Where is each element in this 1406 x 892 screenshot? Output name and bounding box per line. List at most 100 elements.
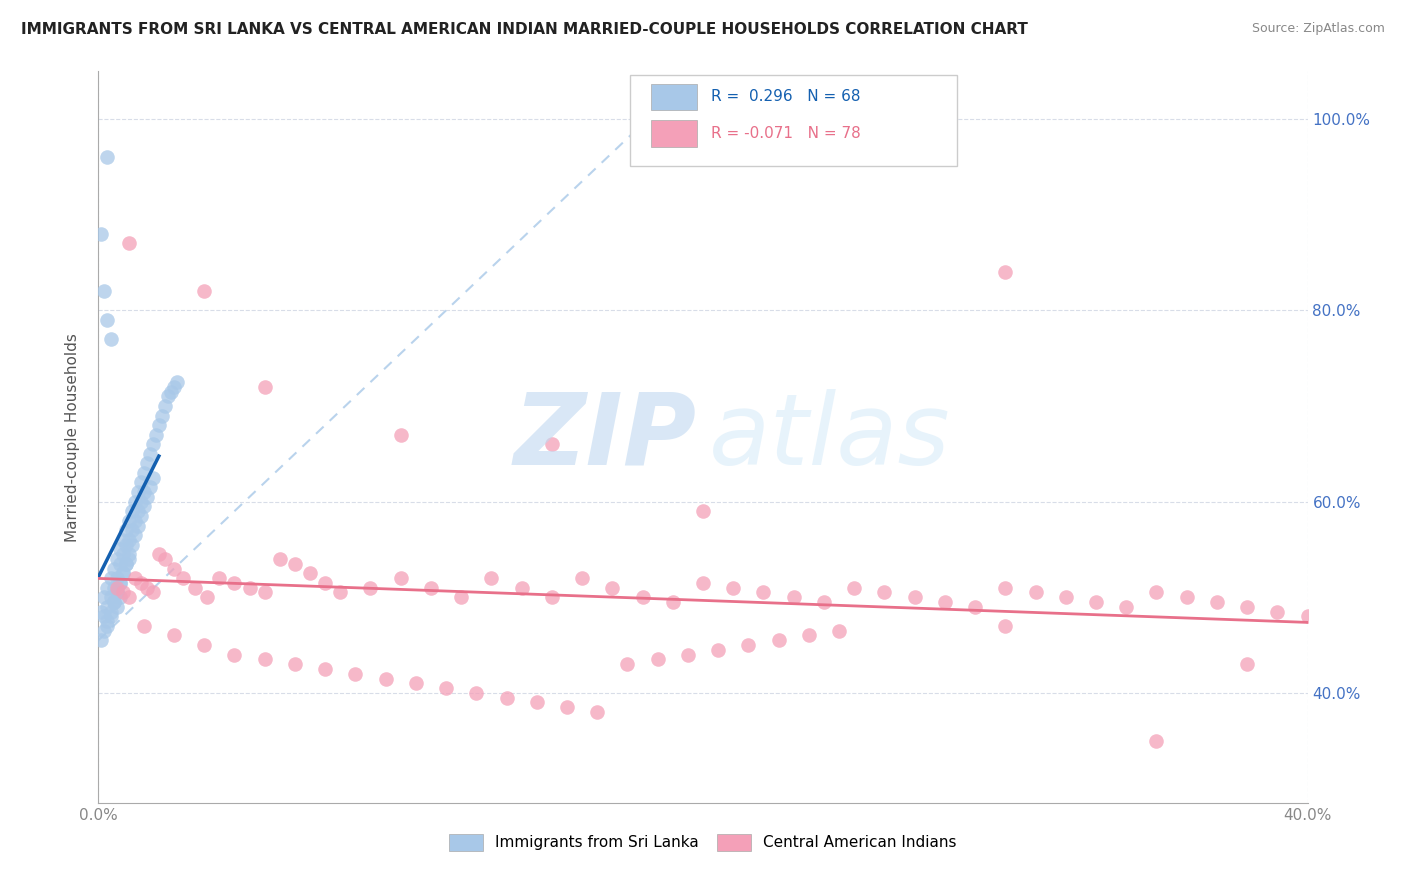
Point	[100, 571, 122, 585]
Point	[111, 533, 134, 547]
Point	[93, 285, 115, 299]
Point	[96, 150, 118, 164]
Point	[389, 427, 412, 442]
Point	[153, 399, 176, 413]
FancyBboxPatch shape	[651, 84, 697, 110]
Point	[103, 581, 125, 595]
Point	[555, 700, 578, 714]
Point	[1296, 609, 1319, 624]
Text: R = -0.071   N = 78: R = -0.071 N = 78	[711, 126, 862, 141]
Point	[253, 652, 276, 666]
Point	[692, 575, 714, 590]
Point	[142, 585, 165, 599]
Point	[121, 538, 143, 552]
Point	[314, 575, 336, 590]
Point	[121, 524, 143, 538]
Point	[481, 571, 503, 585]
Point	[360, 581, 382, 595]
Point	[96, 599, 118, 614]
Y-axis label: Married-couple Households: Married-couple Households	[65, 333, 80, 541]
Point	[135, 581, 157, 595]
Point	[96, 313, 118, 327]
Point	[127, 485, 149, 500]
Point	[1144, 585, 1167, 599]
Point	[768, 633, 790, 648]
Point	[124, 494, 146, 508]
Point	[374, 672, 396, 686]
Text: R =  0.296   N = 68: R = 0.296 N = 68	[711, 89, 860, 104]
Point	[129, 575, 152, 590]
Point	[1206, 595, 1229, 609]
Point	[96, 619, 118, 633]
Text: Source: ZipAtlas.com: Source: ZipAtlas.com	[1251, 22, 1385, 36]
Point	[100, 605, 122, 619]
Point	[405, 676, 427, 690]
Point	[661, 595, 683, 609]
Point	[193, 638, 215, 652]
Point	[124, 528, 146, 542]
Point	[108, 557, 131, 571]
Point	[692, 504, 714, 518]
Point	[1236, 657, 1258, 672]
Point	[166, 375, 188, 389]
FancyBboxPatch shape	[630, 75, 957, 167]
Point	[90, 633, 112, 648]
Legend: Immigrants from Sri Lanka, Central American Indians: Immigrants from Sri Lanka, Central Ameri…	[443, 828, 963, 857]
Point	[828, 624, 851, 638]
Point	[111, 566, 134, 581]
Point	[118, 236, 141, 251]
Point	[1175, 591, 1198, 605]
Point	[586, 705, 609, 719]
Point	[96, 581, 118, 595]
Point	[105, 585, 128, 599]
Point	[540, 437, 562, 451]
Point	[707, 642, 730, 657]
Point	[139, 480, 162, 494]
Point	[224, 648, 246, 662]
Point	[602, 581, 624, 595]
Point	[1054, 591, 1077, 605]
Point	[118, 533, 141, 547]
Point	[631, 591, 654, 605]
Point	[495, 690, 517, 705]
Point	[129, 494, 152, 508]
Point	[114, 524, 136, 538]
Point	[114, 538, 136, 552]
Point	[676, 648, 699, 662]
Point	[105, 571, 128, 585]
Point	[108, 591, 131, 605]
Point	[103, 595, 125, 609]
Point	[994, 581, 1017, 595]
Point	[965, 599, 987, 614]
Point	[571, 571, 593, 585]
Text: ZIP: ZIP	[515, 389, 697, 485]
Point	[142, 471, 165, 485]
Point	[540, 591, 562, 605]
Point	[156, 389, 179, 403]
Point	[114, 557, 136, 571]
Point	[111, 566, 134, 581]
Point	[129, 508, 152, 523]
Point	[510, 581, 533, 595]
Point	[93, 591, 115, 605]
Point	[145, 427, 167, 442]
Point	[904, 591, 927, 605]
Point	[434, 681, 457, 695]
Point	[105, 581, 128, 595]
Point	[723, 581, 745, 595]
Point	[208, 571, 231, 585]
Text: IMMIGRANTS FROM SRI LANKA VS CENTRAL AMERICAN INDIAN MARRIED-COUPLE HOUSEHOLDS C: IMMIGRANTS FROM SRI LANKA VS CENTRAL AME…	[21, 22, 1028, 37]
Point	[108, 542, 131, 557]
Point	[1267, 605, 1289, 619]
Point	[135, 490, 157, 504]
Point	[284, 657, 307, 672]
Point	[114, 557, 136, 571]
Point	[224, 575, 246, 590]
Point	[253, 585, 276, 599]
Point	[647, 652, 669, 666]
Point	[148, 547, 170, 561]
Point	[1144, 733, 1167, 747]
Point	[118, 514, 141, 528]
Point	[124, 514, 146, 528]
Point	[299, 566, 322, 581]
